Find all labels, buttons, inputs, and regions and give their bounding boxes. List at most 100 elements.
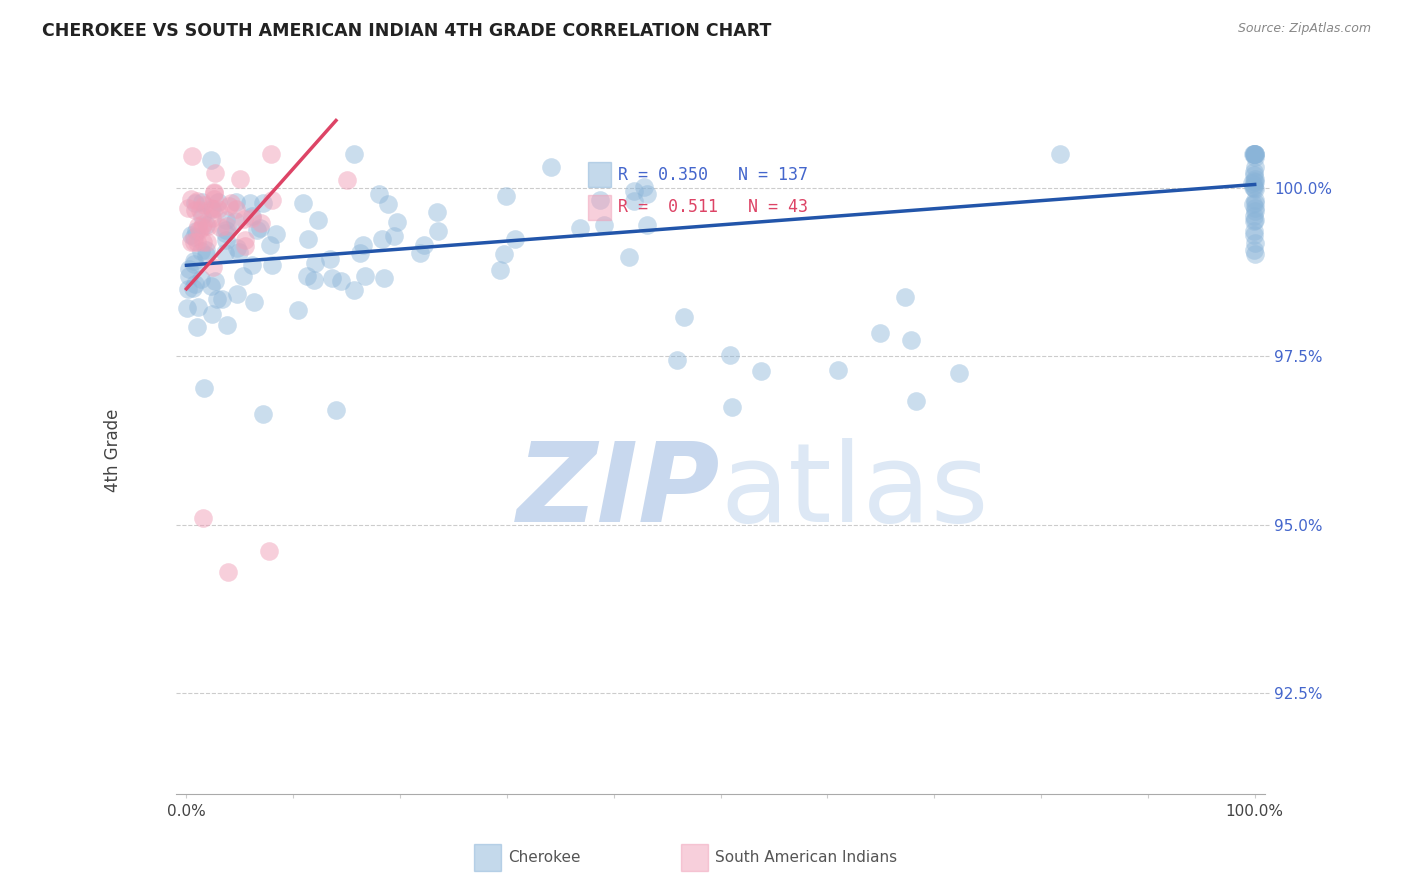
Point	[201, 202, 224, 216]
Point	[229, 171, 252, 186]
Point	[1243, 150, 1265, 164]
Point	[208, 220, 231, 235]
Point	[225, 286, 247, 301]
Point	[187, 223, 209, 237]
Point	[228, 245, 250, 260]
Point	[540, 160, 562, 174]
Text: 100.0%: 100.0%	[1226, 804, 1284, 819]
Point	[589, 194, 612, 208]
Bar	[681, 844, 707, 871]
Point	[200, 201, 222, 215]
Point	[179, 262, 201, 277]
Point	[427, 224, 450, 238]
Point	[201, 211, 224, 226]
Point	[183, 257, 205, 271]
Point	[240, 209, 263, 223]
Text: CHEROKEE VS SOUTH AMERICAN INDIAN 4TH GRADE CORRELATION CHART: CHEROKEE VS SOUTH AMERICAN INDIAN 4TH GR…	[42, 22, 772, 40]
Point	[242, 211, 264, 226]
Point	[202, 186, 225, 200]
Point	[749, 363, 772, 377]
Point	[221, 196, 243, 211]
Point	[204, 274, 226, 288]
Point	[1243, 161, 1265, 175]
Point	[1243, 164, 1265, 178]
Point	[1243, 147, 1265, 161]
Text: R =  0.511   N = 43: R = 0.511 N = 43	[619, 199, 808, 217]
Point	[225, 202, 247, 216]
Point	[336, 173, 359, 187]
Point	[349, 246, 371, 260]
Point	[225, 194, 247, 209]
Point	[354, 268, 377, 283]
Point	[232, 268, 254, 283]
Point	[1243, 147, 1265, 161]
Point	[264, 227, 287, 241]
Point	[568, 221, 591, 235]
Text: Source: ZipAtlas.com: Source: ZipAtlas.com	[1237, 22, 1371, 36]
Point	[214, 226, 236, 240]
Point	[623, 194, 645, 208]
Point	[194, 248, 217, 262]
Point	[202, 186, 225, 200]
Point	[186, 319, 208, 334]
Point	[183, 230, 205, 244]
Point	[1240, 176, 1263, 190]
Point	[387, 215, 409, 229]
Point	[215, 318, 238, 332]
Point	[239, 196, 262, 211]
Point	[382, 228, 405, 243]
Point	[343, 283, 366, 297]
Point	[633, 180, 655, 194]
Point	[186, 235, 208, 249]
Point	[721, 400, 744, 414]
Point	[287, 302, 309, 317]
Point	[352, 238, 374, 252]
Point	[297, 232, 319, 246]
Point	[191, 510, 214, 524]
Point	[426, 205, 449, 219]
Point	[207, 202, 229, 216]
Point	[215, 213, 238, 227]
Point	[184, 277, 207, 292]
Point	[191, 217, 214, 231]
Text: atlas: atlas	[721, 438, 988, 545]
Point	[202, 202, 225, 217]
Point	[204, 166, 226, 180]
Point	[180, 228, 202, 243]
Point	[503, 232, 526, 246]
Point	[190, 244, 212, 259]
Point	[249, 220, 271, 235]
Point	[1243, 227, 1265, 242]
Point	[259, 237, 281, 252]
Point	[1243, 147, 1265, 161]
Point	[304, 256, 326, 270]
Point	[673, 310, 696, 325]
Point	[1243, 174, 1265, 188]
Point	[617, 250, 640, 264]
Point	[894, 290, 917, 304]
Point	[488, 262, 510, 277]
Bar	[474, 844, 501, 871]
Point	[260, 147, 283, 161]
Point	[226, 242, 249, 256]
Point	[202, 192, 225, 206]
Point	[260, 193, 283, 207]
Point	[262, 259, 284, 273]
Point	[191, 219, 214, 234]
Point	[623, 184, 645, 198]
Point	[948, 366, 970, 380]
Point	[191, 195, 214, 210]
Point	[191, 209, 214, 223]
Point	[233, 233, 256, 247]
Point	[1243, 147, 1265, 161]
Point	[183, 235, 205, 249]
Point	[1243, 243, 1265, 257]
Point	[291, 195, 314, 210]
Point	[1241, 180, 1264, 194]
Point	[1243, 180, 1265, 194]
Point	[180, 235, 202, 249]
Bar	[589, 161, 610, 187]
Point	[240, 258, 263, 272]
Point	[195, 219, 218, 233]
Point	[202, 260, 225, 274]
